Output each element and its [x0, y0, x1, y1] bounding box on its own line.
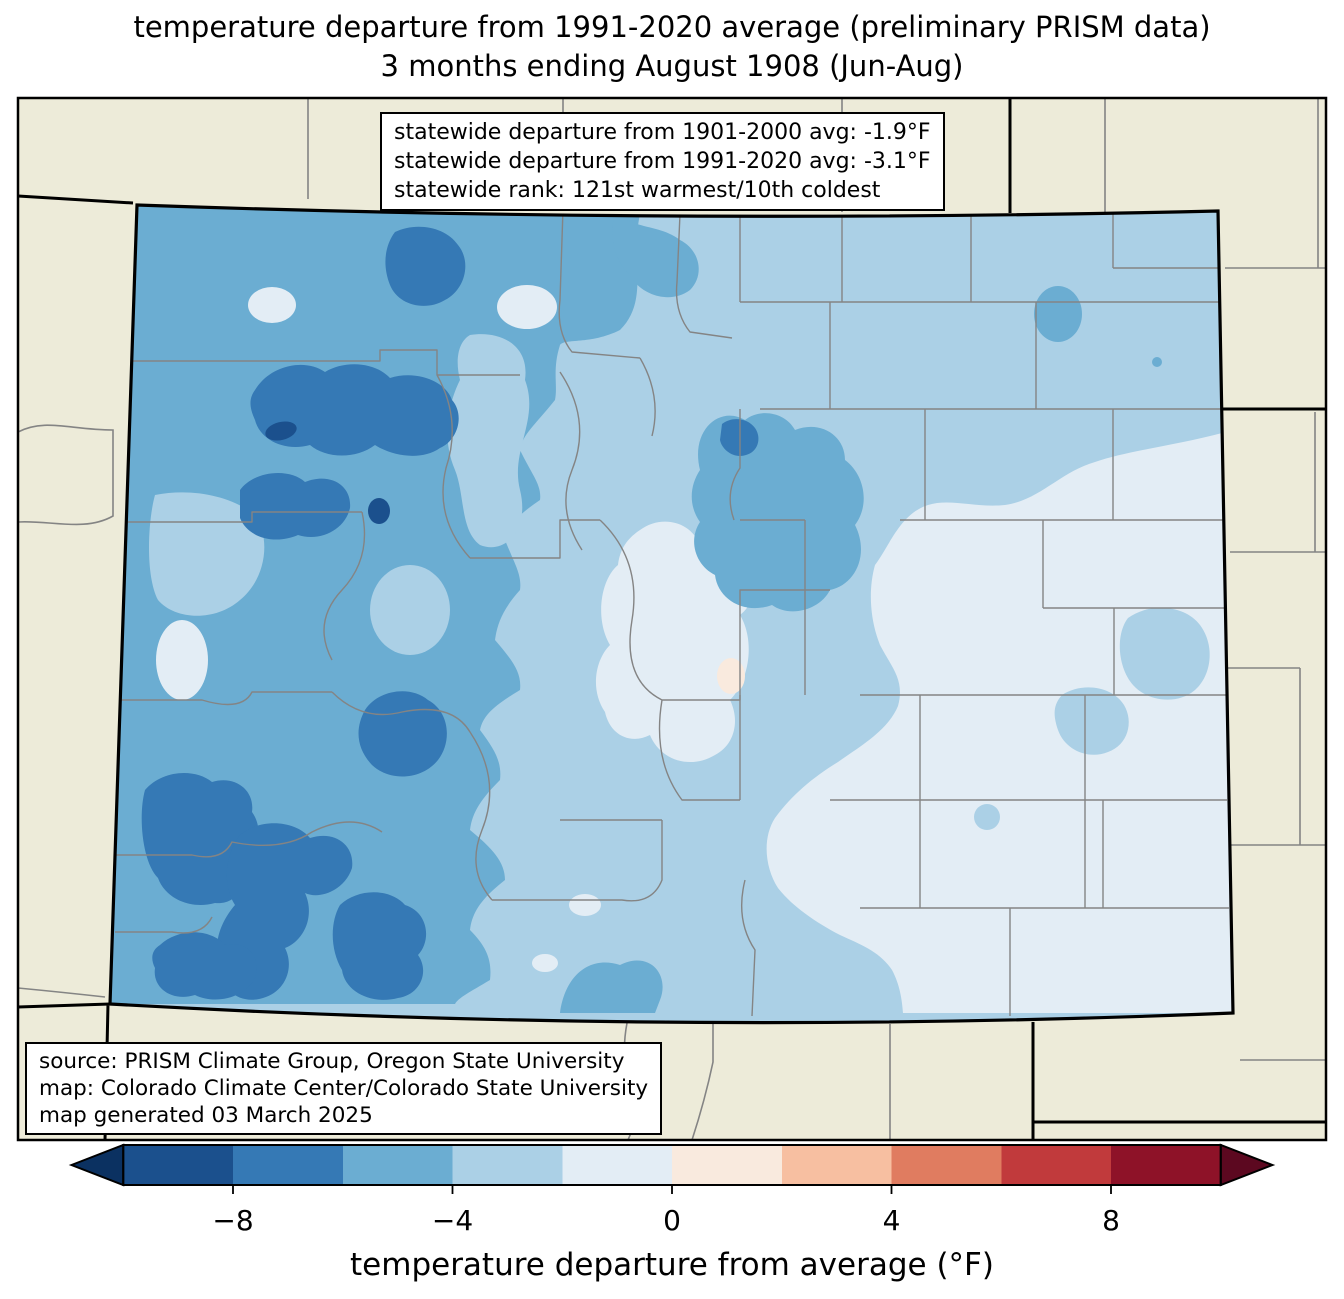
colorbar-over-arrow	[1219, 1143, 1276, 1187]
colorbar-axis-label: temperature departure from average (°F)	[350, 1247, 994, 1283]
source-box: source: PRISM Climate Group, Oregon Stat…	[25, 1042, 663, 1135]
colorbar-tick-label: −8	[212, 1204, 253, 1237]
stats-box: statewide departure from 1901-2000 avg: …	[380, 112, 945, 211]
colorado-state-border	[108, 203, 1235, 1025]
stats-line-3: statewide rank: 121st warmest/10th colde…	[394, 178, 881, 203]
colorbar-tick-label: 8	[1102, 1204, 1120, 1237]
stats-line-1: statewide departure from 1901-2000 avg: …	[394, 120, 931, 145]
page-title: temperature departure from 1991-2020 ave…	[0, 8, 1344, 86]
stats-line-2: statewide departure from 1991-2020 avg: …	[394, 149, 931, 174]
colorbar-ticks	[232, 1185, 1112, 1194]
colorado-anomaly-map	[16, 96, 1328, 1142]
source-line-2: map: Colorado Climate Center/Colorado St…	[39, 1076, 649, 1101]
colorado-county-lines	[112, 208, 1229, 1017]
colorbar-segments	[123, 1145, 1221, 1185]
colorbar-tick-label: 4	[883, 1204, 901, 1237]
title-line-1: temperature departure from 1991-2020 ave…	[133, 10, 1211, 44]
colorbar-under-arrow	[68, 1143, 125, 1187]
colorado-fill-layers	[110, 205, 1233, 1023]
colorbar-tick-label: 0	[663, 1204, 681, 1237]
warm-anomaly-spot	[717, 658, 745, 694]
source-line-1: source: PRISM Climate Group, Oregon Stat…	[39, 1049, 625, 1074]
source-line-3: map generated 03 March 2025	[39, 1103, 373, 1128]
map-frame	[16, 96, 1328, 1142]
colorbar: −8 −4 0 4 8 temperature departure from a…	[68, 1143, 1276, 1283]
colorbar-tick-label: −4	[432, 1204, 473, 1237]
title-line-2: 3 months ending August 1908 (Jun-Aug)	[380, 49, 964, 83]
